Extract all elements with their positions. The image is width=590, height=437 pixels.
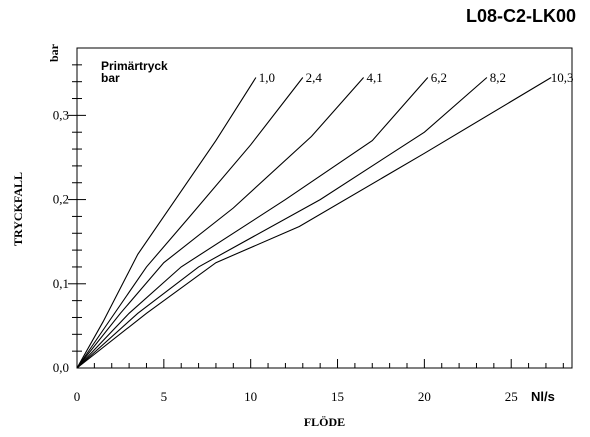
series-line [76,77,365,369]
x-tick-label: 5 [161,389,168,404]
y-axis-title: TRYCKFALL [11,172,25,246]
x-tick-label: 20 [418,389,431,404]
x-tick-label: 15 [331,389,344,404]
series-line [76,77,552,369]
y-tick-label: 0,0 [53,360,69,375]
series-label: 2,4 [306,70,323,85]
series-label: 4,1 [366,70,382,85]
y-tick-label: 0,2 [53,192,69,207]
x-tick-label: 0 [74,389,81,404]
series-label: 6,2 [431,70,447,85]
series-label: 1,0 [259,70,275,85]
x-tick-label: 25 [505,389,518,404]
y-tick-label: 0,1 [53,276,69,291]
series-line [76,77,429,369]
series-label: 8,2 [490,70,506,85]
series-line [76,77,304,369]
legend-title: Primärtryck [101,59,168,73]
series-label: 10,3 [551,70,574,85]
series-line [76,77,488,369]
series-line [76,77,257,369]
plot-frame [76,47,573,369]
chart-code: L08-C2-LK00 [465,6,576,26]
x-axis-unit: Nl/s [531,389,555,404]
x-axis-title: FLÖDE [304,415,345,429]
legend-title-unit: bar [101,71,120,85]
x-tick-label: 10 [244,389,257,404]
y-tick-label: 0,3 [53,107,69,122]
y-axis-unit: bar [47,43,61,62]
